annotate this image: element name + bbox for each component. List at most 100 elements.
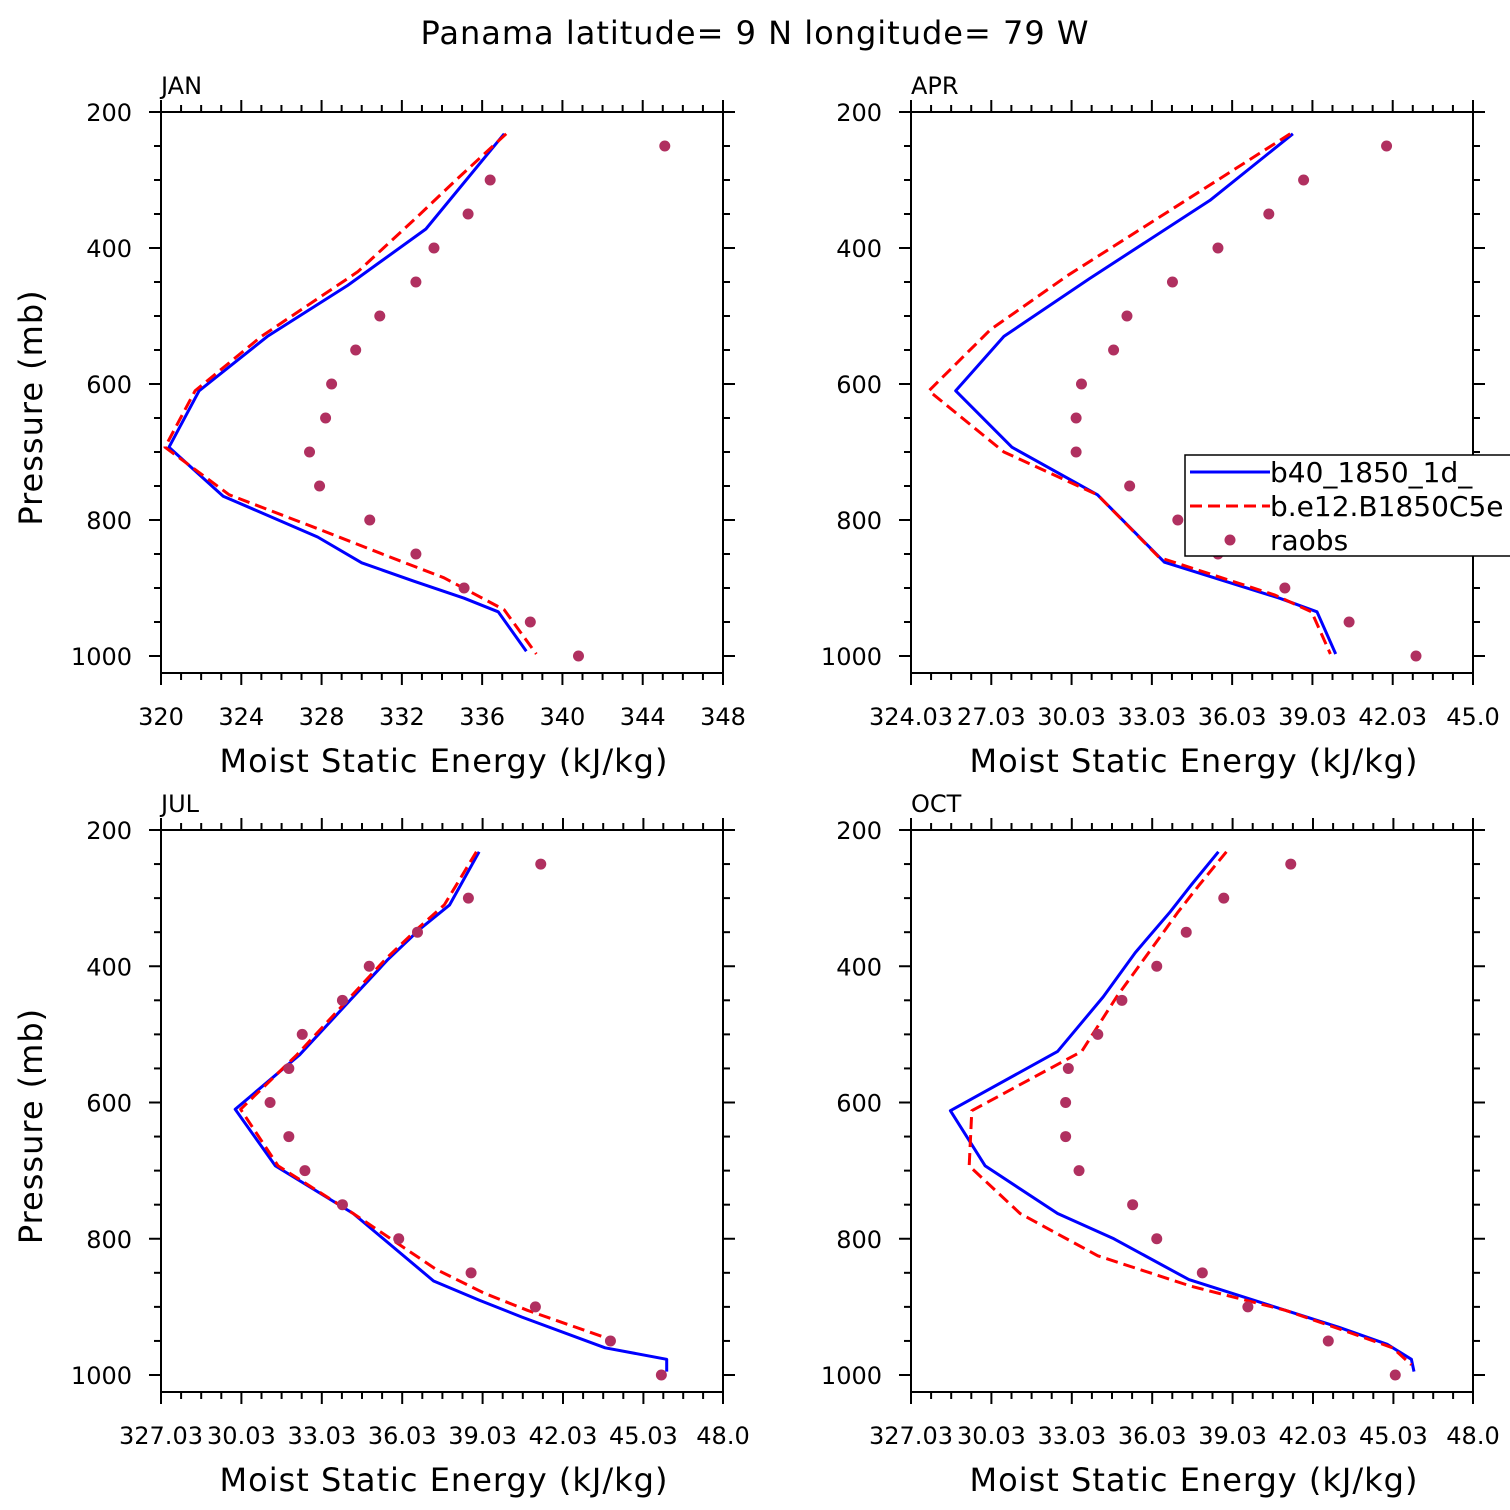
raobs-point: [1060, 1097, 1072, 1108]
legend-entry-0: b40_1850_1d_: [1190, 456, 1473, 489]
raobs-point: [283, 1062, 295, 1074]
raobs-point: [304, 446, 316, 458]
raobs-point: [1108, 344, 1120, 356]
x-tick-label: 39.03: [1198, 1422, 1267, 1450]
x-tick-label: 36.03: [1198, 703, 1267, 731]
x-tick-label: 39.03: [1278, 703, 1347, 731]
x-tick-label: 328: [299, 703, 345, 731]
legend-entry-1: b.e12.B1850C5e: [1190, 490, 1504, 523]
raobs-point: [1180, 926, 1192, 938]
x-tick-label: 45.0: [1446, 703, 1499, 731]
raobs-point: [1092, 1028, 1104, 1040]
raobs-point: [458, 582, 470, 594]
y-tick-label: 800: [86, 1226, 132, 1254]
y-tick-label: 600: [836, 1090, 882, 1118]
x-tick-label: 348: [700, 703, 746, 731]
panel-jul: JUL 327.03 30.03 33.03 36.03 39.03 42.03 45.03 4…: [12, 790, 750, 1499]
x-tick-label: 45.03: [609, 1422, 678, 1450]
raobs-point: [364, 514, 376, 526]
x-tick-label: 324: [218, 703, 264, 731]
raobs-point: [1381, 140, 1393, 152]
raobs-point: [283, 1131, 295, 1143]
raobs-point: [535, 858, 547, 870]
y-tick-label: 1000: [71, 1362, 132, 1390]
raobs-point: [659, 140, 671, 152]
legend-label: raobs: [1270, 524, 1348, 557]
y-tick-label: 400: [836, 235, 882, 263]
raobs-point: [1062, 1062, 1074, 1074]
raobs-point: [314, 480, 326, 492]
plot-frame: [160, 829, 724, 1393]
y-tick-label: 400: [86, 953, 132, 981]
x-tick-label: 344: [620, 703, 666, 731]
panel-title: JAN: [159, 72, 202, 100]
raobs-point: [1151, 1233, 1163, 1245]
series-b40-1850-1d-line: [954, 132, 1338, 655]
raobs-point: [320, 412, 332, 424]
raobs-point: [572, 650, 584, 662]
series-b-e12-b1850c5e-line: [239, 851, 606, 1339]
x-tick-label: 42.03: [1279, 1422, 1348, 1450]
raobs-point: [428, 242, 440, 254]
raobs-point: [363, 960, 375, 972]
raobs-point: [1070, 446, 1082, 458]
series-b40-1850-1d-line: [233, 851, 669, 1372]
y-tick-label: 600: [86, 371, 132, 399]
y-axis-label: Pressure (mb): [12, 1008, 50, 1244]
series-group: [233, 851, 669, 1381]
series-raobs: [264, 858, 667, 1381]
raobs-point: [1212, 242, 1224, 254]
raobs-point: [1151, 960, 1163, 972]
raobs-point: [1127, 1199, 1139, 1211]
x-tick-label: 30.03: [957, 1422, 1026, 1450]
raobs-point: [655, 1369, 667, 1381]
plot-frame: [910, 829, 1474, 1393]
raobs-point: [336, 994, 348, 1006]
y-tick-label: 200: [836, 99, 882, 127]
x-tick-label: 36.03: [368, 1422, 437, 1450]
raobs-point: [529, 1301, 541, 1313]
y-tick-label: 600: [836, 371, 882, 399]
x-tick-label: 27.03: [957, 703, 1026, 731]
figure-title: Panama latitude= 9 N longitude= 79 W: [421, 14, 1090, 52]
series-b-e12-b1850c5e-line: [163, 132, 538, 655]
x-tick-label: 332: [379, 703, 425, 731]
raobs-point: [604, 1335, 616, 1347]
raobs-point: [1073, 1165, 1085, 1177]
raobs-point: [1322, 1335, 1334, 1347]
x-axis-label: Moist Static Energy (kJ/kg): [970, 742, 1419, 780]
raobs-point: [410, 276, 422, 288]
panel-title: JUL: [159, 790, 200, 818]
raobs-point: [296, 1028, 308, 1040]
raobs-point: [1218, 892, 1230, 904]
y-tick-label: 1000: [821, 1362, 882, 1390]
legend-label: b40_1850_1d_: [1270, 456, 1473, 489]
panel-apr: APR 324.03 27.03 30.03 33.03 36.03 39.03 42.03 4…: [821, 72, 1500, 780]
raobs-point: [1060, 1131, 1072, 1143]
series-group: [163, 132, 671, 662]
raobs-point: [1285, 858, 1297, 870]
raobs-point: [299, 1165, 311, 1177]
raobs-point: [350, 344, 362, 356]
raobs-point: [465, 1267, 477, 1279]
x-tick-label: 33.03: [1037, 1422, 1106, 1450]
raobs-point: [411, 926, 423, 938]
y-tick-label: 200: [86, 99, 132, 127]
raobs-point: [1075, 378, 1087, 390]
panel-oct: OCT 327.03 30.03 33.03 36.03 39.03 42.03 45.03 4…: [821, 790, 1500, 1499]
raobs-point: [1410, 650, 1422, 662]
x-tick-label: 30.03: [1037, 703, 1106, 731]
plot-frame: [160, 111, 724, 674]
raobs-point: [1389, 1369, 1401, 1381]
y-axis-label: Pressure (mb): [12, 289, 50, 525]
raobs-point: [374, 310, 386, 322]
raobs-point: [484, 174, 496, 186]
x-tick-label: 327.03: [119, 1422, 203, 1450]
raobs-point: [1196, 1267, 1208, 1279]
y-tick-label: 800: [86, 507, 132, 535]
raobs-point: [1124, 480, 1136, 492]
raobs-point: [1263, 208, 1275, 220]
raobs-point: [462, 892, 474, 904]
raobs-point: [1279, 582, 1291, 594]
